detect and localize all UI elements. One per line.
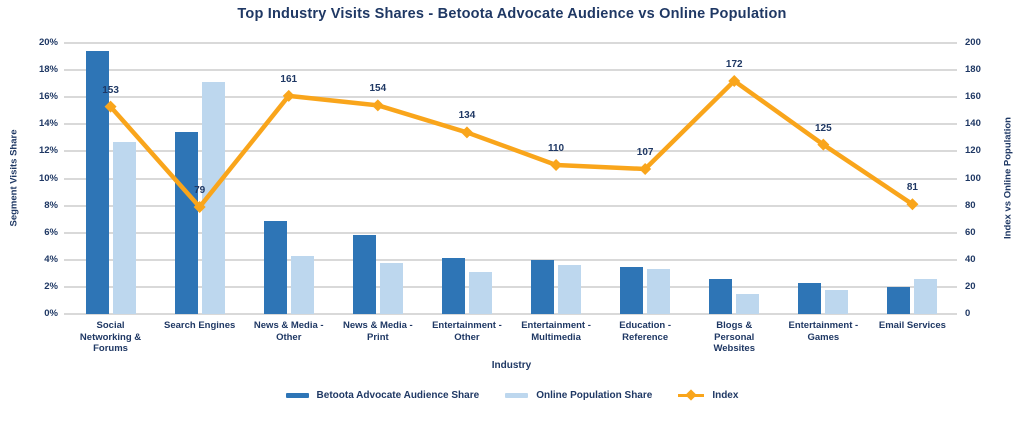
index-marker [371, 99, 384, 112]
bar-audience-share [352, 235, 376, 314]
left-y-axis-tick: 8% [44, 199, 58, 211]
gridline [64, 96, 957, 99]
bar-audience-share [620, 266, 644, 314]
bar-online-population-share [379, 262, 403, 314]
left-y-axis-tick: 4% [44, 253, 58, 265]
legend-index-diamond [685, 389, 697, 401]
gridline [64, 231, 957, 234]
right-y-axis-tick: 80 [965, 199, 976, 211]
left-y-axis-tick: 10% [38, 172, 58, 184]
gridline [64, 313, 957, 315]
bar-online-population-share [825, 289, 849, 314]
bar-audience-share [441, 258, 465, 314]
x-axis-label: News & Media - Print [343, 320, 413, 343]
gridline [64, 285, 957, 288]
index-value-label: 107 [636, 147, 654, 158]
bar-online-population-share [112, 141, 136, 314]
index-value-label: 79 [194, 184, 206, 196]
bar-audience-share [531, 259, 555, 314]
bar-audience-share [887, 286, 911, 314]
x-axis-label: Blogs & Personal Websites [713, 320, 756, 354]
gridline [64, 42, 957, 44]
gridline [64, 204, 957, 207]
chart-title: Top Industry Visits Shares - Betoota Adv… [237, 6, 787, 22]
index-line [108, 78, 914, 210]
bar-audience-share [85, 51, 109, 314]
gridline [64, 69, 957, 72]
right-y-axis-tick: 180 [965, 64, 981, 76]
x-axis-label: Search Engines [164, 320, 236, 331]
right-y-axis-tick: 60 [965, 226, 976, 238]
bar-audience-share [709, 278, 733, 314]
right-y-axis-tick: 160 [965, 91, 981, 103]
legend: Betoota Advocate Audience Share Online Po… [0, 386, 1024, 404]
left-y-axis-tick: 16% [38, 91, 58, 103]
index-marker [460, 126, 473, 139]
index-value-label: 110 [547, 142, 565, 154]
bar-audience-share [798, 282, 822, 314]
gridline [64, 258, 957, 261]
right-y-axis-tick: 120 [965, 145, 981, 157]
index-marker [639, 163, 652, 176]
index-marker [550, 158, 563, 171]
right-y-axis-tick: 20 [965, 280, 976, 292]
right-y-axis-tick: 0 [965, 308, 971, 319]
right-y-axis-tick: 100 [965, 172, 981, 184]
index-value-label: 81 [906, 182, 918, 194]
x-axis-label: Entertainment - Other [432, 320, 502, 343]
x-axis-label: Social Networking & Forums [79, 320, 142, 354]
index-value-label: 153 [102, 84, 119, 96]
legend-item: Index [678, 389, 739, 401]
legend-label: Index [712, 389, 739, 401]
bar-online-population-share [201, 82, 225, 314]
right-y-axis-tick: 140 [965, 118, 981, 130]
left-y-axis-tick: 14% [38, 118, 58, 130]
bar-online-population-share [647, 269, 671, 314]
index-value-label: 161 [280, 73, 298, 85]
index-marker [817, 138, 830, 151]
legend-swatch-audience [285, 392, 309, 398]
legend-swatch-online [505, 392, 529, 398]
left-y-axis-tick: 20% [38, 37, 58, 48]
bar-online-population-share [468, 271, 492, 314]
index-value-label: 134 [458, 110, 476, 122]
index-marker [728, 74, 741, 87]
index-value-label: 172 [725, 58, 743, 70]
index-value-label: 125 [815, 122, 832, 134]
bar-audience-share [263, 220, 287, 314]
left-y-axis-tick: 2% [44, 280, 58, 292]
x-axis-label: Entertainment - Games [788, 320, 859, 343]
bar-online-population-share [290, 255, 314, 314]
right-y-axis-tick: 200 [965, 37, 981, 48]
x-axis-label: Email Services [878, 320, 946, 331]
x-axis-title: Industry [491, 360, 532, 371]
x-axis-label: Entertainment - Multimedia [521, 320, 591, 343]
gridline [64, 150, 957, 153]
bar-online-population-share [914, 278, 938, 314]
left-y-axis-tick: 0% [44, 308, 58, 319]
right-y-axis-tick: 40 [965, 253, 976, 265]
legend-item: Betoota Advocate Audience Share [285, 389, 480, 401]
legend-item: Online Population Share [505, 390, 652, 401]
index-value-label: 154 [369, 83, 387, 95]
left-y-axis-tick: 12% [38, 145, 58, 157]
x-axis-label: News & Media - Other [253, 320, 324, 343]
bar-online-population-share [558, 265, 582, 314]
left-y-axis-tick: 6% [44, 226, 58, 238]
legend-label: Online Population Share [536, 389, 653, 401]
left-y-axis-tick: 18% [38, 64, 58, 76]
legend-label: Betoota Advocate Audience Share [316, 389, 480, 401]
gridline [64, 177, 957, 180]
bar-online-population-share [736, 293, 760, 314]
bar-audience-share [174, 132, 198, 314]
legend-swatch-index [678, 389, 705, 401]
x-axis-label: Education - Reference [619, 320, 671, 343]
